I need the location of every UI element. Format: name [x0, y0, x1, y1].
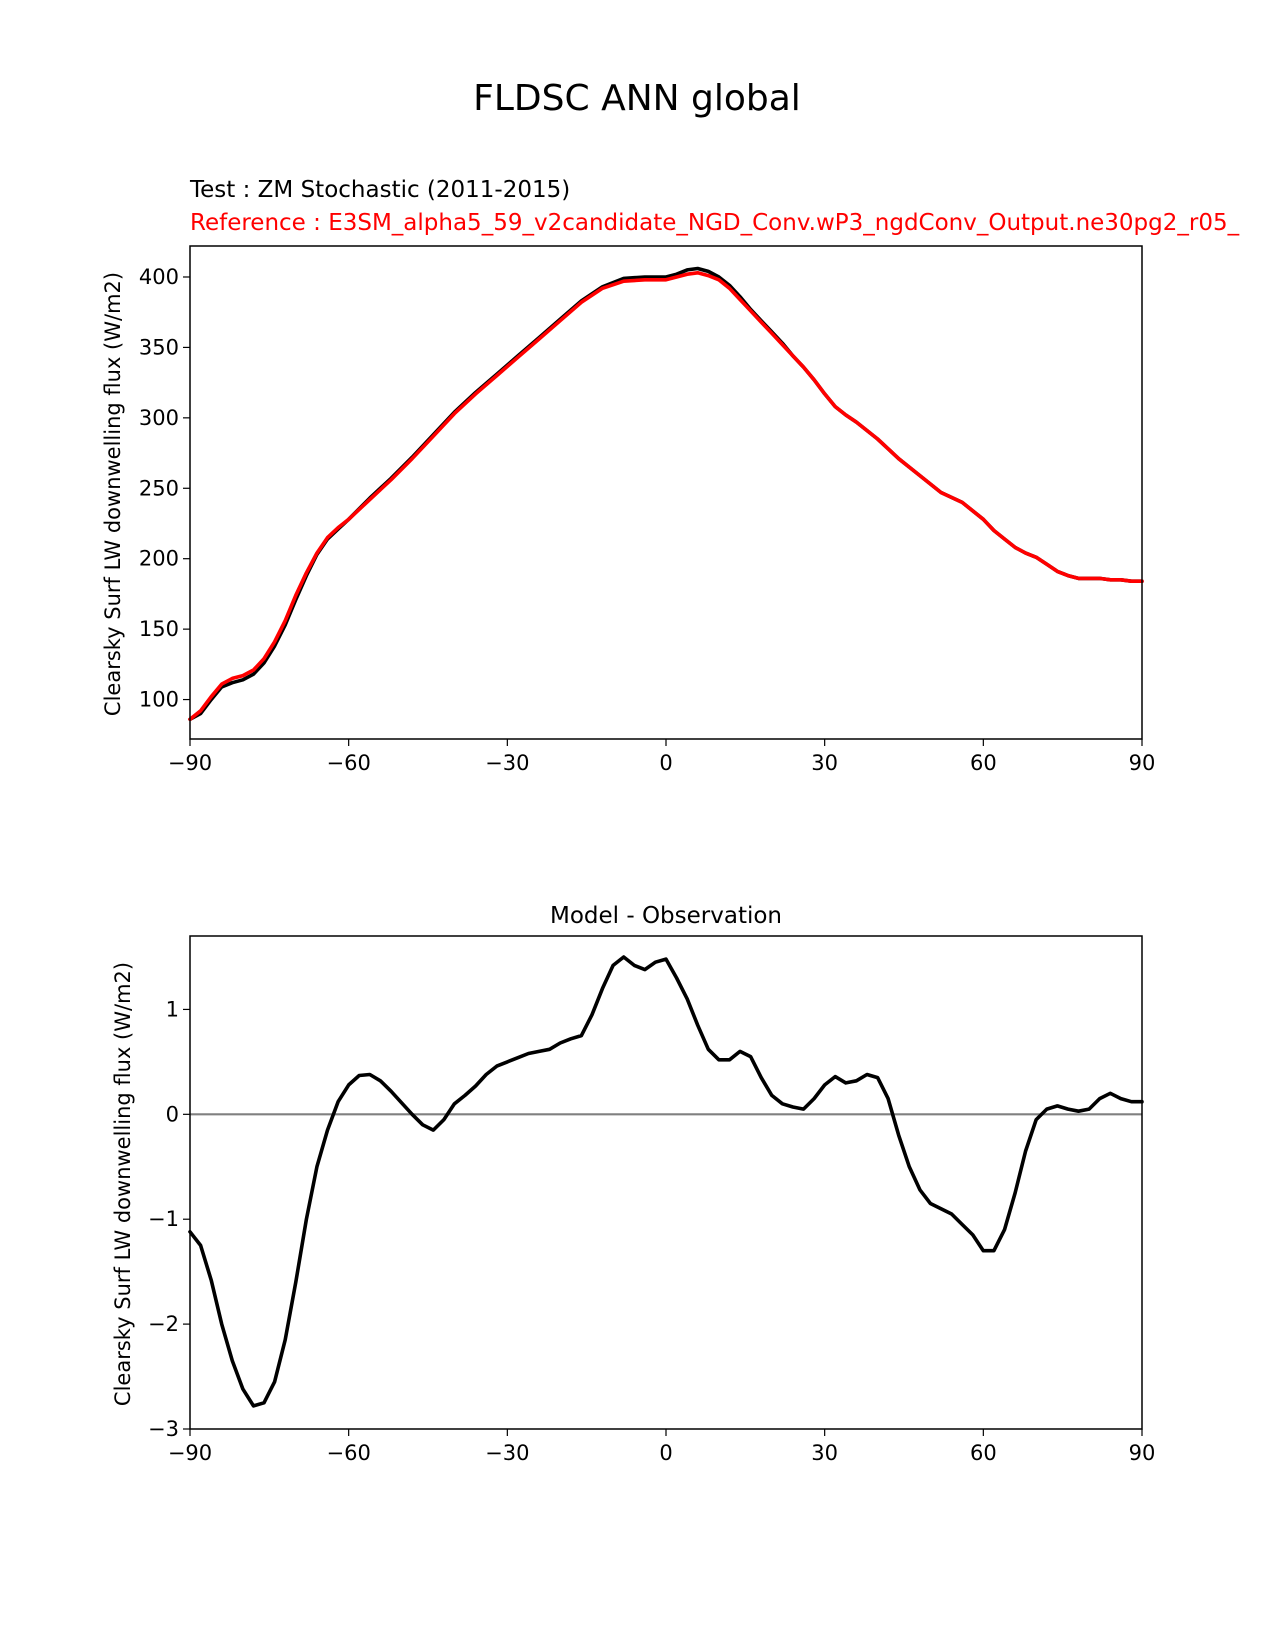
top-chart-x-tick-label: −60 [327, 751, 371, 775]
bottom-chart-lines [188, 955, 1144, 1408]
bottom-chart-y-tick-label: 1 [166, 997, 179, 1021]
bottom-chart-x-tick-label: −90 [168, 1441, 212, 1465]
bottom-chart-difference-line [188, 955, 1144, 1408]
top-chart: Test : ZM Stochastic (2011-2015) Referen… [101, 177, 1240, 775]
top-chart-y-tick-label: 350 [139, 335, 179, 359]
bottom-chart-y-tick-label: −2 [148, 1312, 179, 1336]
top-chart-plot-frame [189, 245, 1143, 740]
bottom-chart-plot-frame [189, 935, 1143, 1430]
top-chart-y-tick-label: 400 [139, 265, 179, 289]
bottom-chart-x-tick-label: 0 [659, 1441, 672, 1465]
bottom-chart-y-tick-label: −3 [148, 1417, 179, 1441]
top-chart-reference-subtitle: Reference : E3SM_alpha5_59_v2candidate_N… [190, 210, 1240, 236]
top-chart-x-tick-label: 0 [659, 751, 672, 775]
bottom-chart-ticks: −90 −60 −30 0 30 60 90 −3 −2 −1 0 1 [148, 997, 1155, 1465]
figure-title: FLDSC ANN global [473, 78, 801, 119]
bottom-chart-x-tick-label: −60 [327, 1441, 371, 1465]
top-chart-x-tick-label: −90 [168, 751, 212, 775]
bottom-chart: Model - Observation Clearsky Surf LW dow… [111, 903, 1155, 1465]
bottom-chart-x-tick-label: −30 [485, 1441, 529, 1465]
top-chart-x-tick-label: 30 [811, 751, 838, 775]
bottom-chart-y-tick-label: −1 [148, 1207, 179, 1231]
top-chart-x-tick-label: −30 [485, 751, 529, 775]
top-chart-ticks: −90 −60 −30 0 30 60 90 100 150 200 250 300 350 400 [139, 265, 1155, 775]
top-chart-x-tick-label: 90 [1129, 751, 1156, 775]
bottom-chart-ylabel: Clearsky Surf LW downwelling flux (W/m2) [111, 962, 135, 1406]
bottom-chart-y-tick-label: 0 [166, 1102, 179, 1126]
bottom-chart-x-tick-label: 30 [811, 1441, 838, 1465]
top-chart-y-tick-label: 100 [139, 688, 179, 712]
top-chart-y-tick-label: 300 [139, 406, 179, 430]
bottom-chart-x-tick-label: 90 [1129, 1441, 1156, 1465]
bottom-chart-title: Model - Observation [550, 903, 782, 929]
top-chart-x-tick-label: 60 [970, 751, 997, 775]
top-chart-lines [188, 266, 1144, 722]
top-chart-ylabel: Clearsky Surf LW downwelling flux (W/m2) [101, 272, 125, 716]
bottom-chart-x-tick-label: 60 [970, 1441, 997, 1465]
top-chart-test-subtitle: Test : ZM Stochastic (2011-2015) [189, 177, 570, 203]
top-chart-reference-line [188, 270, 1144, 722]
top-chart-y-tick-label: 150 [139, 617, 179, 641]
top-chart-y-tick-label: 250 [139, 476, 179, 500]
top-chart-y-tick-label: 200 [139, 547, 179, 571]
